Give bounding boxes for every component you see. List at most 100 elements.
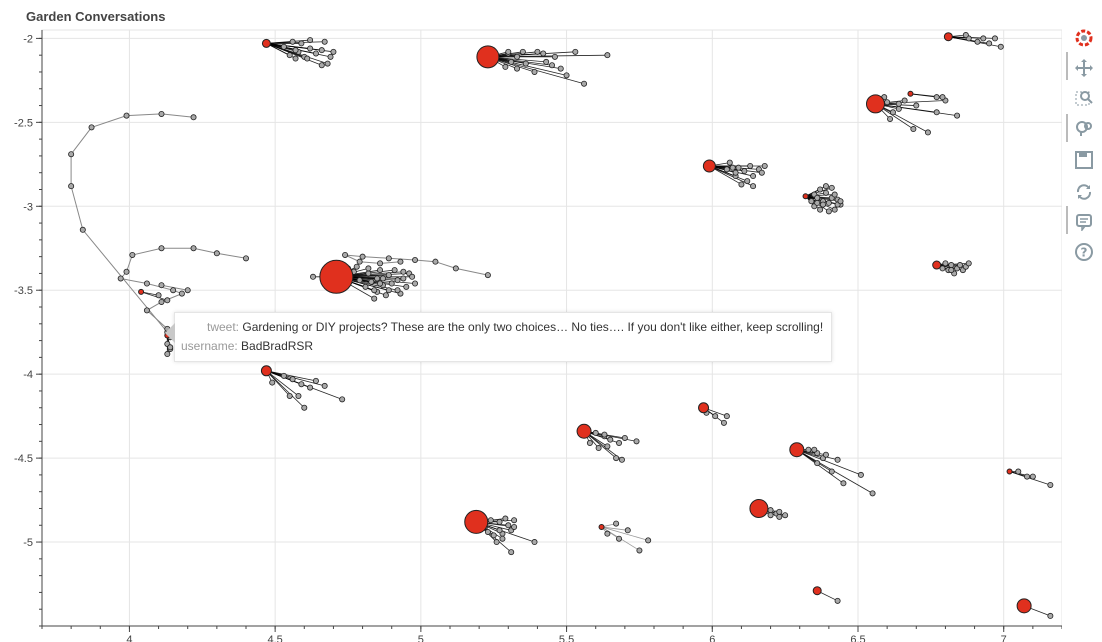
reply-node (379, 275, 386, 282)
reply-node (825, 199, 832, 206)
bokeh-logo-icon[interactable] (1072, 26, 1096, 50)
reply-node (178, 290, 185, 297)
root-node (138, 288, 145, 295)
y-tick-label: -5 (23, 537, 33, 549)
reply-edge (266, 41, 325, 44)
reply-node (761, 162, 768, 169)
reply-edge (266, 370, 343, 400)
reset-icon[interactable] (1072, 180, 1096, 204)
reply-node (613, 455, 620, 462)
reply-node (828, 184, 835, 191)
reply-node (403, 283, 410, 290)
reply-node (767, 507, 774, 514)
reply-node (321, 38, 328, 45)
axes: 4 4.5 5 5.5 6 6.5 7 -2 -2.5 -3 -3.5 -4 -4.5 -5 (14, 30, 1062, 642)
reply-edge (266, 370, 317, 382)
reply-node (79, 226, 86, 233)
reply-node (385, 255, 392, 262)
reply-node (394, 277, 401, 284)
reply-node (1029, 473, 1036, 480)
reply-node (318, 47, 325, 54)
reply-node (913, 102, 920, 109)
reply-node (1047, 481, 1054, 488)
reply-edge (487, 54, 608, 58)
reply-node (962, 32, 969, 39)
reply-node (732, 169, 739, 176)
reply-edge (1009, 471, 1051, 486)
reply-node (712, 413, 719, 420)
reply-edge (266, 370, 299, 397)
reply-node (356, 258, 363, 265)
reply-node (957, 262, 964, 269)
reply-node (377, 280, 384, 287)
reply-node (586, 440, 593, 447)
svg-text:?: ? (1081, 246, 1088, 260)
reply-node (400, 268, 407, 275)
reply-node (508, 58, 515, 65)
reply-node (400, 275, 407, 282)
y-tick-label: -2 (23, 33, 33, 45)
reply-node (980, 35, 987, 42)
box-zoom-icon[interactable] (1072, 86, 1096, 110)
reply-edge (601, 526, 649, 541)
reply-node (820, 201, 827, 208)
tooltip-tweet-value: Gardening or DIY projects? These are the… (242, 320, 824, 334)
reply-node (184, 287, 191, 294)
reply-node (496, 527, 503, 534)
reply-node (295, 392, 302, 399)
reply-node (499, 535, 506, 542)
reply-node (522, 60, 529, 67)
tooltip-username-value: BadBradRSR (241, 339, 314, 353)
x-tick-label: 5.5 (559, 634, 574, 642)
reply-node (382, 292, 389, 299)
reply-node (805, 446, 812, 453)
reply-node (164, 351, 171, 358)
wheel-zoom-icon[interactable] (1072, 116, 1096, 140)
x-tick-label: 4.5 (267, 634, 282, 642)
reply-node (726, 159, 733, 166)
reply-node (948, 267, 955, 274)
reply-node (581, 80, 588, 87)
chain-edge (344, 254, 489, 276)
reply-node (729, 164, 736, 171)
reply-node (869, 490, 876, 497)
x-tick-label: 4 (126, 634, 132, 642)
reply-node (633, 438, 640, 445)
reply-node (117, 275, 124, 282)
reply-node (817, 206, 824, 213)
reply-node (511, 523, 518, 530)
reply-node (607, 436, 614, 443)
reply-node (723, 166, 730, 173)
root-node (464, 509, 489, 534)
reply-node (895, 100, 902, 107)
reply-node (939, 94, 946, 101)
tooltip-tweet-key: tweet: (207, 320, 240, 334)
save-icon[interactable] (1072, 148, 1096, 172)
nodes (68, 32, 1054, 619)
root-node (598, 523, 605, 530)
reply-node (391, 267, 398, 274)
help-icon[interactable]: ? (1072, 240, 1096, 264)
reply-node (412, 280, 419, 287)
y-tick-label: -4.5 (14, 453, 33, 465)
tooltip-arrow (165, 323, 175, 343)
reply-node (572, 48, 579, 55)
hover-icon[interactable] (1072, 210, 1096, 234)
reply-node (286, 52, 293, 59)
reply-node (822, 183, 829, 190)
x-tick-label: 6.5 (850, 634, 865, 642)
reply-edge (266, 43, 308, 59)
y-tick-label: -3 (23, 201, 33, 213)
reply-node (750, 183, 757, 190)
reply-node (164, 297, 171, 304)
reply-node (910, 126, 917, 133)
reply-node (68, 151, 75, 158)
root-node (698, 402, 710, 414)
reply-node (828, 468, 835, 475)
pan-icon[interactable] (1072, 56, 1096, 80)
reply-node (543, 58, 550, 65)
reply-node (190, 114, 197, 121)
reply-edge (140, 291, 168, 301)
chain-edge (70, 113, 194, 333)
reply-node (289, 376, 296, 383)
